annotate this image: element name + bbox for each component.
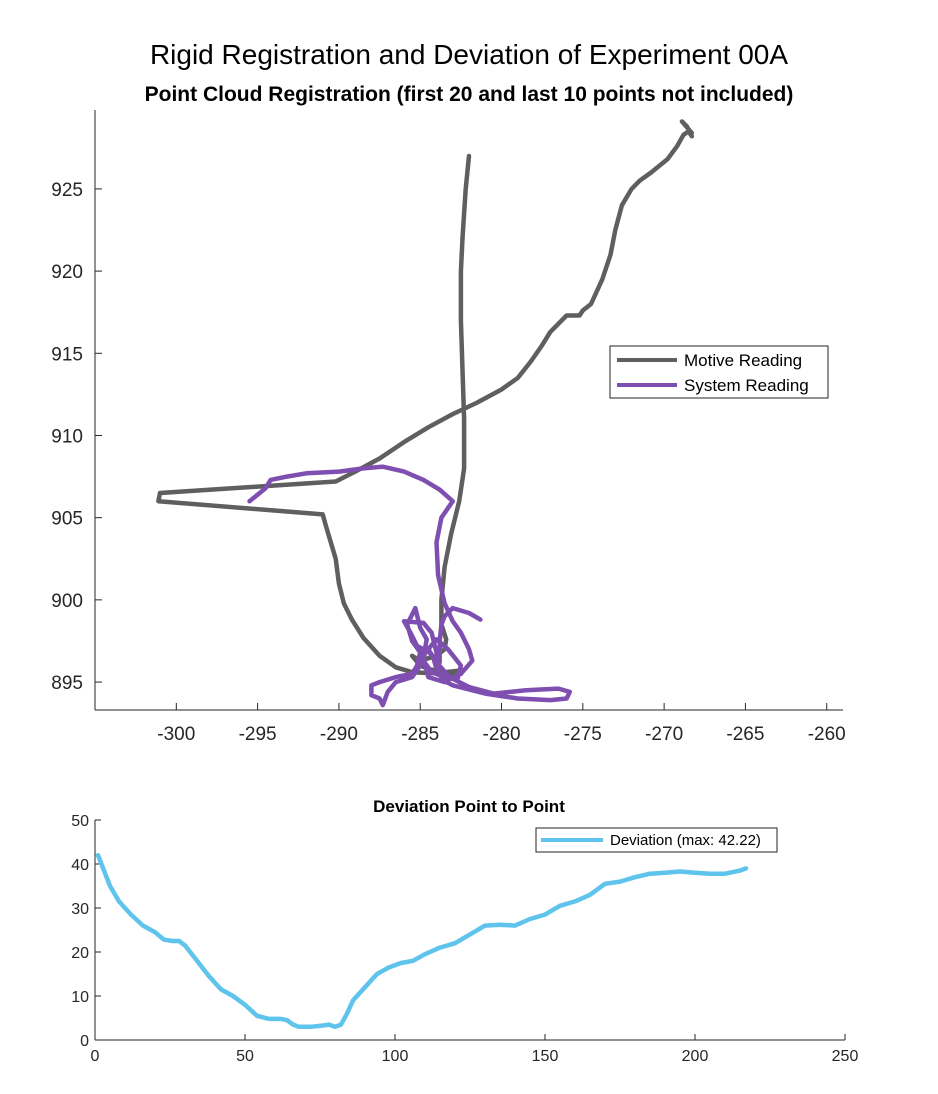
registration-y-tick-label: 925 xyxy=(51,180,83,201)
deviation-y-tick-label: 10 xyxy=(71,989,89,1006)
registration-x-tick-label: -300 xyxy=(157,724,195,745)
deviation-legend: Deviation (max: 42.22) xyxy=(535,827,778,853)
registration-legend: Motive Reading System Reading xyxy=(609,345,829,399)
registration-title: Point Cloud Registration (first 20 and l… xyxy=(145,83,794,106)
deviation-axes: Deviation Point to Point 0 50 100 150 200 250… xyxy=(71,797,858,1065)
legend-label-system: System Reading xyxy=(684,376,809,395)
series-line-deviation xyxy=(95,852,749,1030)
registration-y-tick-label: 895 xyxy=(51,673,83,694)
registration-x-tick-label: -285 xyxy=(401,724,439,745)
deviation-y-tick-label: 40 xyxy=(71,857,89,874)
registration-x-tick-label: -280 xyxy=(483,724,521,745)
registration-x-tick-label: -260 xyxy=(808,724,846,745)
registration-x-tick-label: -275 xyxy=(564,724,602,745)
registration-x-tick-label: -290 xyxy=(320,724,358,745)
legend-label-motive: Motive Reading xyxy=(684,351,802,370)
registration-y-tick-label: 905 xyxy=(51,509,83,530)
series-line-system-reading xyxy=(247,464,573,708)
deviation-y-tick-label: 0 xyxy=(80,1033,89,1050)
registration-x-tick-label: -265 xyxy=(726,724,764,745)
figure-title: Rigid Registration and Deviation of Expe… xyxy=(150,39,788,70)
registration-x-tick-label: -295 xyxy=(239,724,277,745)
registration-axes: Point Cloud Registration (first 20 and l… xyxy=(51,83,845,745)
series-line-motive-reading xyxy=(156,119,695,677)
deviation-x-tick-label: 150 xyxy=(532,1048,559,1065)
deviation-x-tick-label: 100 xyxy=(382,1048,409,1065)
deviation-y-tick-label: 30 xyxy=(71,901,89,918)
registration-y-tick-label: 910 xyxy=(51,426,83,447)
deviation-x-tick-label: 50 xyxy=(236,1048,254,1065)
deviation-x-tick-label: 200 xyxy=(682,1048,709,1065)
registration-y-tick-label: 920 xyxy=(51,262,83,283)
legend-label-deviation: Deviation (max: 42.22) xyxy=(610,832,761,849)
deviation-y-tick-label: 50 xyxy=(71,813,89,830)
registration-x-tick-label: -270 xyxy=(645,724,683,745)
deviation-x-tick-label: 0 xyxy=(91,1048,100,1065)
deviation-y-tick-label: 20 xyxy=(71,945,89,962)
deviation-x-tick-label: 250 xyxy=(832,1048,859,1065)
deviation-title: Deviation Point to Point xyxy=(373,797,565,816)
registration-y-tick-label: 915 xyxy=(51,344,83,365)
registration-y-tick-label: 900 xyxy=(51,591,83,612)
